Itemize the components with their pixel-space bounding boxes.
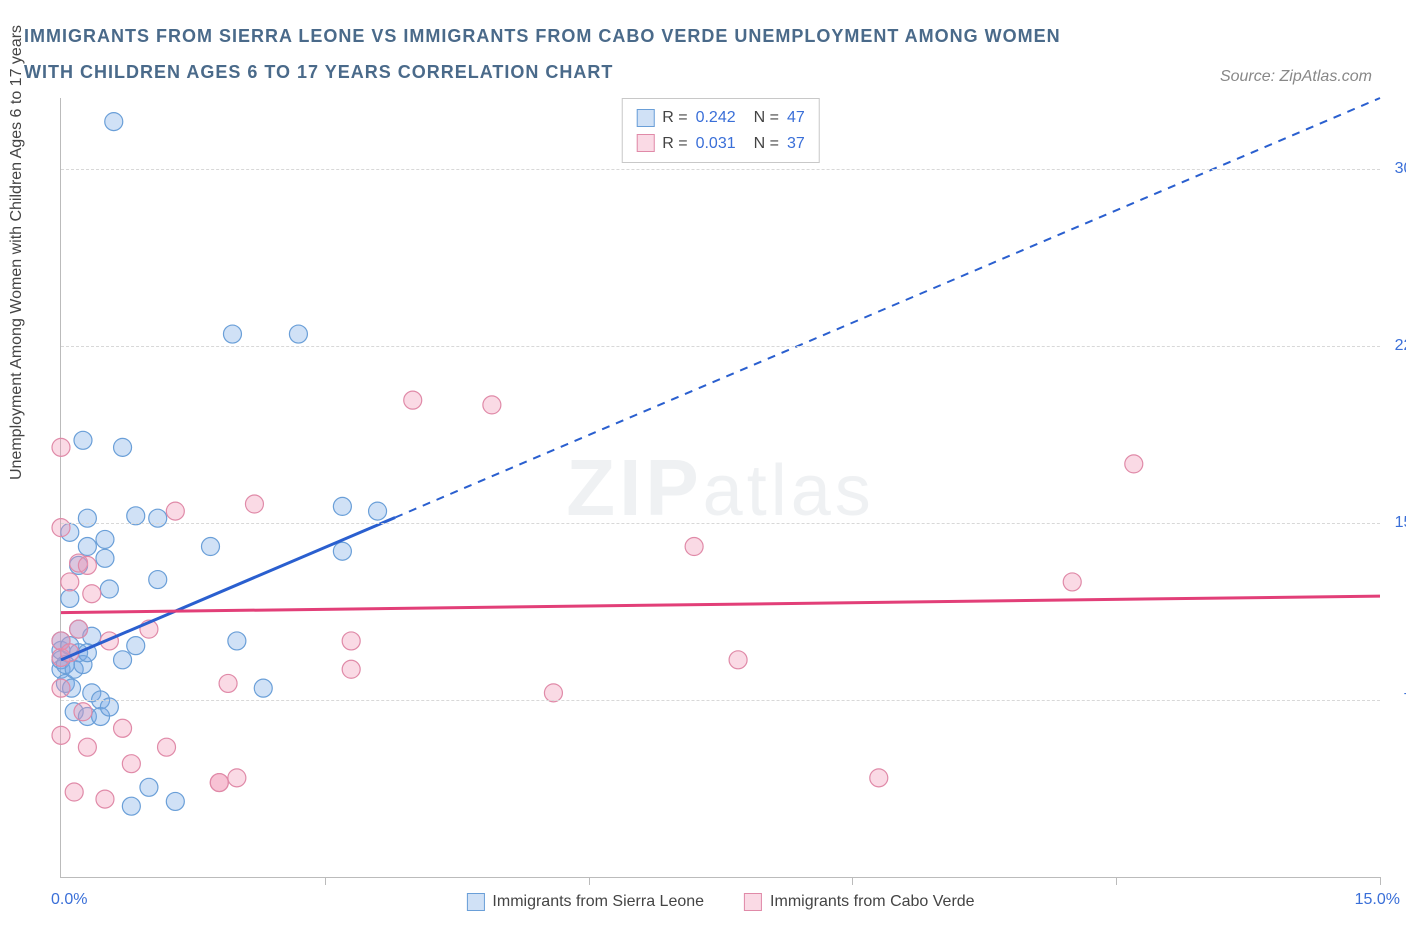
- data-point: [114, 719, 132, 737]
- data-point: [685, 538, 703, 556]
- data-point: [483, 396, 501, 414]
- data-point: [70, 620, 88, 638]
- data-point: [52, 438, 70, 456]
- data-point: [96, 790, 114, 808]
- data-point: [149, 509, 167, 527]
- data-point: [333, 497, 351, 515]
- data-point: [61, 589, 79, 607]
- chart-title: IMMIGRANTS FROM SIERRA LEONE VS IMMIGRAN…: [24, 18, 1114, 90]
- data-point: [65, 783, 83, 801]
- data-point: [122, 797, 140, 815]
- data-point: [870, 769, 888, 787]
- data-point: [78, 556, 96, 574]
- legend-item-cabo-verde: Immigrants from Cabo Verde: [744, 893, 975, 911]
- data-point: [100, 580, 118, 598]
- data-point: [219, 674, 237, 692]
- x-tick: [852, 877, 853, 885]
- data-point: [61, 573, 79, 591]
- data-point: [223, 325, 241, 343]
- gridline: [61, 523, 1380, 524]
- data-point: [52, 726, 70, 744]
- source-attribution: Source: ZipAtlas.com: [1220, 68, 1382, 90]
- data-point: [342, 660, 360, 678]
- y-axis-label: Unemployment Among Women with Children A…: [8, 25, 26, 480]
- gridline: [61, 700, 1380, 701]
- data-point: [228, 769, 246, 787]
- swatch-cabo-verde: [744, 893, 762, 911]
- series-legend: Immigrants from Sierra Leone Immigrants …: [466, 893, 974, 911]
- x-axis-max-label: 15.0%: [1355, 891, 1400, 909]
- swatch-sierra-leone: [466, 893, 484, 911]
- data-point: [1125, 455, 1143, 473]
- data-point: [127, 637, 145, 655]
- x-tick: [325, 877, 326, 885]
- y-tick-label: 22.5%: [1395, 337, 1406, 355]
- y-tick-label: 15.0%: [1395, 514, 1406, 532]
- data-point: [404, 391, 422, 409]
- data-point: [1063, 573, 1081, 591]
- data-point: [201, 538, 219, 556]
- data-point: [78, 538, 96, 556]
- x-tick: [589, 877, 590, 885]
- data-point: [122, 755, 140, 773]
- data-point: [140, 778, 158, 796]
- data-point: [78, 509, 96, 527]
- data-point: [96, 549, 114, 567]
- data-point: [166, 502, 184, 520]
- data-point: [254, 679, 272, 697]
- data-point: [149, 571, 167, 589]
- data-point: [228, 632, 246, 650]
- y-tick-label: 30.0%: [1395, 160, 1406, 178]
- legend-label: Immigrants from Sierra Leone: [492, 893, 704, 911]
- data-point: [114, 438, 132, 456]
- data-point: [105, 113, 123, 131]
- data-point: [52, 679, 70, 697]
- data-point: [114, 651, 132, 669]
- data-point: [245, 495, 263, 513]
- data-point: [74, 703, 92, 721]
- chart-plot-area: ZIPatlas R = 0.242 N = 47 R = 0.031 N = …: [60, 98, 1380, 878]
- scatter-svg: [61, 98, 1380, 877]
- data-point: [369, 502, 387, 520]
- legend-label: Immigrants from Cabo Verde: [770, 893, 975, 911]
- data-point: [83, 585, 101, 603]
- x-axis-min-label: 0.0%: [51, 891, 87, 909]
- x-tick: [1116, 877, 1117, 885]
- data-point: [289, 325, 307, 343]
- data-point: [78, 738, 96, 756]
- data-point: [158, 738, 176, 756]
- legend-item-sierra-leone: Immigrants from Sierra Leone: [466, 893, 704, 911]
- trend-line-solid: [61, 596, 1380, 613]
- data-point: [333, 542, 351, 560]
- gridline: [61, 346, 1380, 347]
- x-tick: [1380, 877, 1381, 885]
- data-point: [729, 651, 747, 669]
- data-point: [342, 632, 360, 650]
- data-point: [96, 530, 114, 548]
- data-point: [74, 431, 92, 449]
- data-point: [166, 792, 184, 810]
- data-point: [210, 774, 228, 792]
- data-point: [52, 519, 70, 537]
- trend-line-dashed: [395, 98, 1380, 517]
- gridline: [61, 169, 1380, 170]
